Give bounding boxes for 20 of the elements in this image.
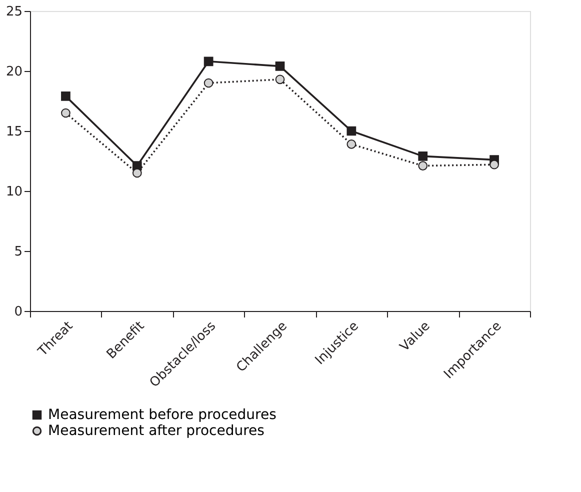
y-tick-label: 10: [6, 184, 22, 200]
point: [204, 56, 214, 66]
point: [346, 126, 356, 136]
point: [418, 161, 428, 170]
point: [490, 160, 499, 170]
point: [275, 74, 285, 84]
point: [418, 152, 428, 161]
point: [346, 140, 356, 149]
point: [61, 92, 70, 101]
y-tick-label: 15: [6, 124, 22, 140]
y-tick-label: 25: [6, 4, 22, 20]
point: [132, 168, 142, 178]
y-tick-label: 0: [14, 304, 22, 320]
point: [61, 108, 70, 118]
point: [275, 62, 285, 71]
legend-label: Measurement after procedures: [48, 423, 264, 439]
point: [204, 78, 214, 88]
y-tick-label: 20: [6, 64, 22, 80]
y-tick-label: 5: [14, 244, 22, 260]
legend-label: Measurement before procedures: [48, 407, 276, 423]
